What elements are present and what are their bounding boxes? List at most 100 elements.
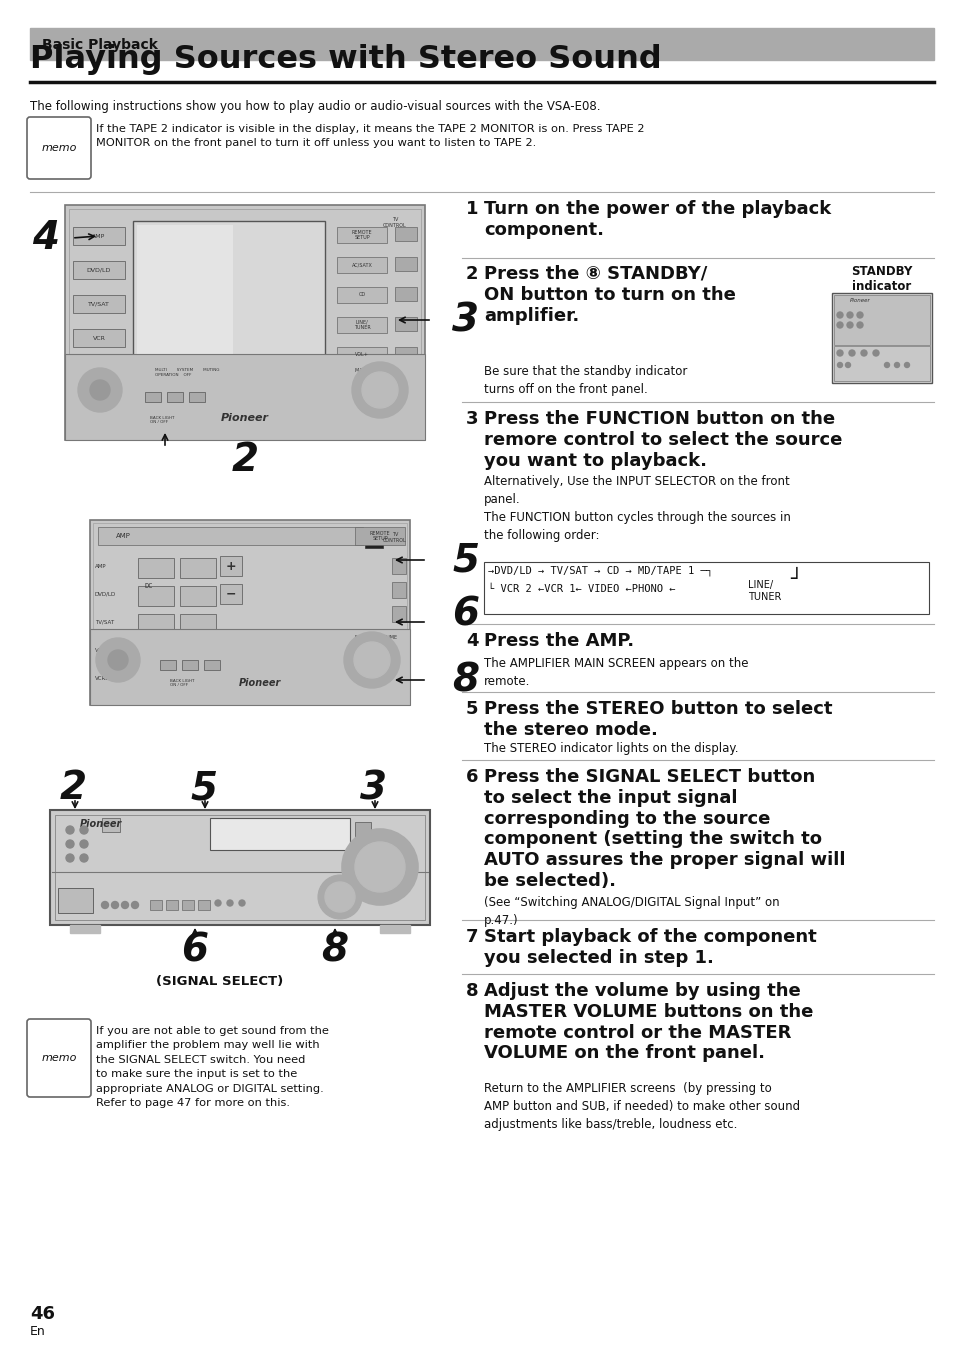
- Text: TV
CONTROL: TV CONTROL: [383, 217, 406, 228]
- Text: Press the STEREO button to select
the stereo mode.: Press the STEREO button to select the st…: [483, 700, 832, 739]
- Bar: [336, 346, 387, 363]
- Bar: [392, 607, 406, 621]
- Text: TV
CONTROL: TV CONTROL: [383, 532, 406, 543]
- Bar: [166, 900, 178, 910]
- Text: −: −: [226, 588, 236, 600]
- Bar: [833, 346, 929, 381]
- Text: Pioneer: Pioneer: [80, 820, 122, 829]
- Bar: [220, 555, 242, 576]
- Text: Pioneer: Pioneer: [221, 412, 269, 423]
- Circle shape: [836, 322, 842, 328]
- Bar: [55, 816, 424, 919]
- Circle shape: [341, 829, 417, 905]
- Bar: [65, 355, 424, 439]
- Bar: [182, 661, 198, 670]
- Text: The following instructions show you how to play audio or audio-visual sources wi: The following instructions show you how …: [30, 100, 599, 113]
- Circle shape: [861, 350, 866, 356]
- Circle shape: [872, 350, 878, 356]
- Circle shape: [121, 902, 129, 909]
- Bar: [65, 205, 424, 439]
- Text: DC: DC: [145, 582, 153, 589]
- Bar: [395, 317, 416, 332]
- Text: 4: 4: [465, 632, 478, 650]
- Bar: [355, 822, 371, 844]
- Text: (SIGNAL SELECT): (SIGNAL SELECT): [156, 976, 283, 988]
- Bar: [92, 523, 407, 702]
- Text: AMP: AMP: [95, 563, 107, 569]
- Text: 3: 3: [452, 301, 478, 338]
- Circle shape: [352, 363, 408, 418]
- Text: LINE/
TUNER: LINE/ TUNER: [354, 319, 370, 330]
- Text: Basic Playback: Basic Playback: [42, 38, 157, 53]
- Text: TV/SAT: TV/SAT: [88, 302, 110, 306]
- Text: Press the FUNCTION button on the
remore control to select the source
you want to: Press the FUNCTION button on the remore …: [483, 410, 841, 469]
- Bar: [180, 558, 215, 578]
- FancyBboxPatch shape: [27, 117, 91, 179]
- Bar: [132, 221, 325, 396]
- Bar: [180, 613, 215, 634]
- Circle shape: [90, 380, 110, 400]
- Text: DVD/LD: DVD/LD: [95, 592, 116, 597]
- Text: Pioneer: Pioneer: [238, 678, 281, 687]
- Circle shape: [325, 882, 355, 913]
- Text: VCR: VCR: [92, 336, 106, 341]
- Circle shape: [856, 322, 862, 328]
- Bar: [73, 329, 125, 346]
- Bar: [102, 818, 120, 832]
- Text: Press the SIGNAL SELECT button
to select the input signal
corresponding to the s: Press the SIGNAL SELECT button to select…: [483, 768, 844, 890]
- Bar: [365, 530, 382, 549]
- Circle shape: [80, 840, 88, 848]
- Text: If you are not able to get sound from the
amplifier the problem may well lie wit: If you are not able to get sound from th…: [96, 1026, 329, 1108]
- Text: memo: memo: [41, 1053, 76, 1064]
- Bar: [392, 582, 406, 599]
- Bar: [98, 527, 363, 545]
- Text: (See “Switching ANALOG/DIGITAL Signal Input” on
p.47.): (See “Switching ANALOG/DIGITAL Signal In…: [483, 896, 779, 927]
- Circle shape: [894, 363, 899, 368]
- Circle shape: [844, 363, 850, 368]
- Text: AMP: AMP: [115, 532, 131, 539]
- Circle shape: [846, 311, 852, 318]
- Bar: [392, 558, 406, 574]
- Text: LINE/
TUNER: LINE/ TUNER: [747, 580, 781, 601]
- Bar: [204, 661, 220, 670]
- Bar: [138, 558, 173, 578]
- Text: AC/SATX: AC/SATX: [352, 263, 372, 267]
- Text: memo: memo: [41, 143, 76, 154]
- Text: MULTI        SYSTEM        MUTING
OPERATION    OFF: MULTI SYSTEM MUTING OPERATION OFF: [154, 368, 219, 376]
- Text: 8: 8: [452, 661, 478, 700]
- Bar: [379, 925, 410, 933]
- Circle shape: [80, 826, 88, 834]
- Circle shape: [66, 826, 74, 834]
- Text: Press the AMP.: Press the AMP.: [483, 632, 634, 650]
- Bar: [137, 225, 233, 392]
- Bar: [73, 262, 125, 279]
- Circle shape: [836, 311, 842, 318]
- Text: └ VCR 2 ←VCR 1← VIDEO ←PHONO ←: └ VCR 2 ←VCR 1← VIDEO ←PHONO ←: [488, 584, 675, 594]
- Bar: [395, 287, 416, 301]
- Bar: [483, 562, 928, 613]
- Text: VOL+: VOL+: [355, 352, 369, 357]
- Circle shape: [66, 840, 74, 848]
- Circle shape: [239, 900, 245, 906]
- Text: 6: 6: [181, 931, 209, 969]
- Text: 4: 4: [32, 218, 59, 257]
- Bar: [69, 209, 420, 435]
- Text: 5: 5: [190, 768, 216, 807]
- Text: 2: 2: [60, 768, 87, 807]
- Text: Alternatively, Use the INPUT SELECTOR on the front
panel.
The FUNCTION button cy: Alternatively, Use the INPUT SELECTOR on…: [483, 474, 790, 542]
- Bar: [336, 226, 387, 243]
- Circle shape: [78, 368, 122, 412]
- Bar: [30, 28, 933, 61]
- Text: 5: 5: [465, 700, 478, 718]
- Text: AMP: AMP: [92, 233, 106, 239]
- Text: VCR2: VCR2: [91, 369, 108, 375]
- Bar: [395, 226, 416, 241]
- Bar: [355, 527, 405, 545]
- Bar: [210, 818, 350, 851]
- Text: Be sure that the standby indicator
turns off on the front panel.: Be sure that the standby indicator turns…: [483, 365, 687, 396]
- Bar: [90, 520, 410, 705]
- Text: 5: 5: [452, 541, 478, 580]
- Text: REMOTE
SETUP: REMOTE SETUP: [352, 229, 372, 240]
- Text: MASTER VOLUME: MASTER VOLUME: [355, 368, 396, 373]
- Bar: [58, 888, 92, 913]
